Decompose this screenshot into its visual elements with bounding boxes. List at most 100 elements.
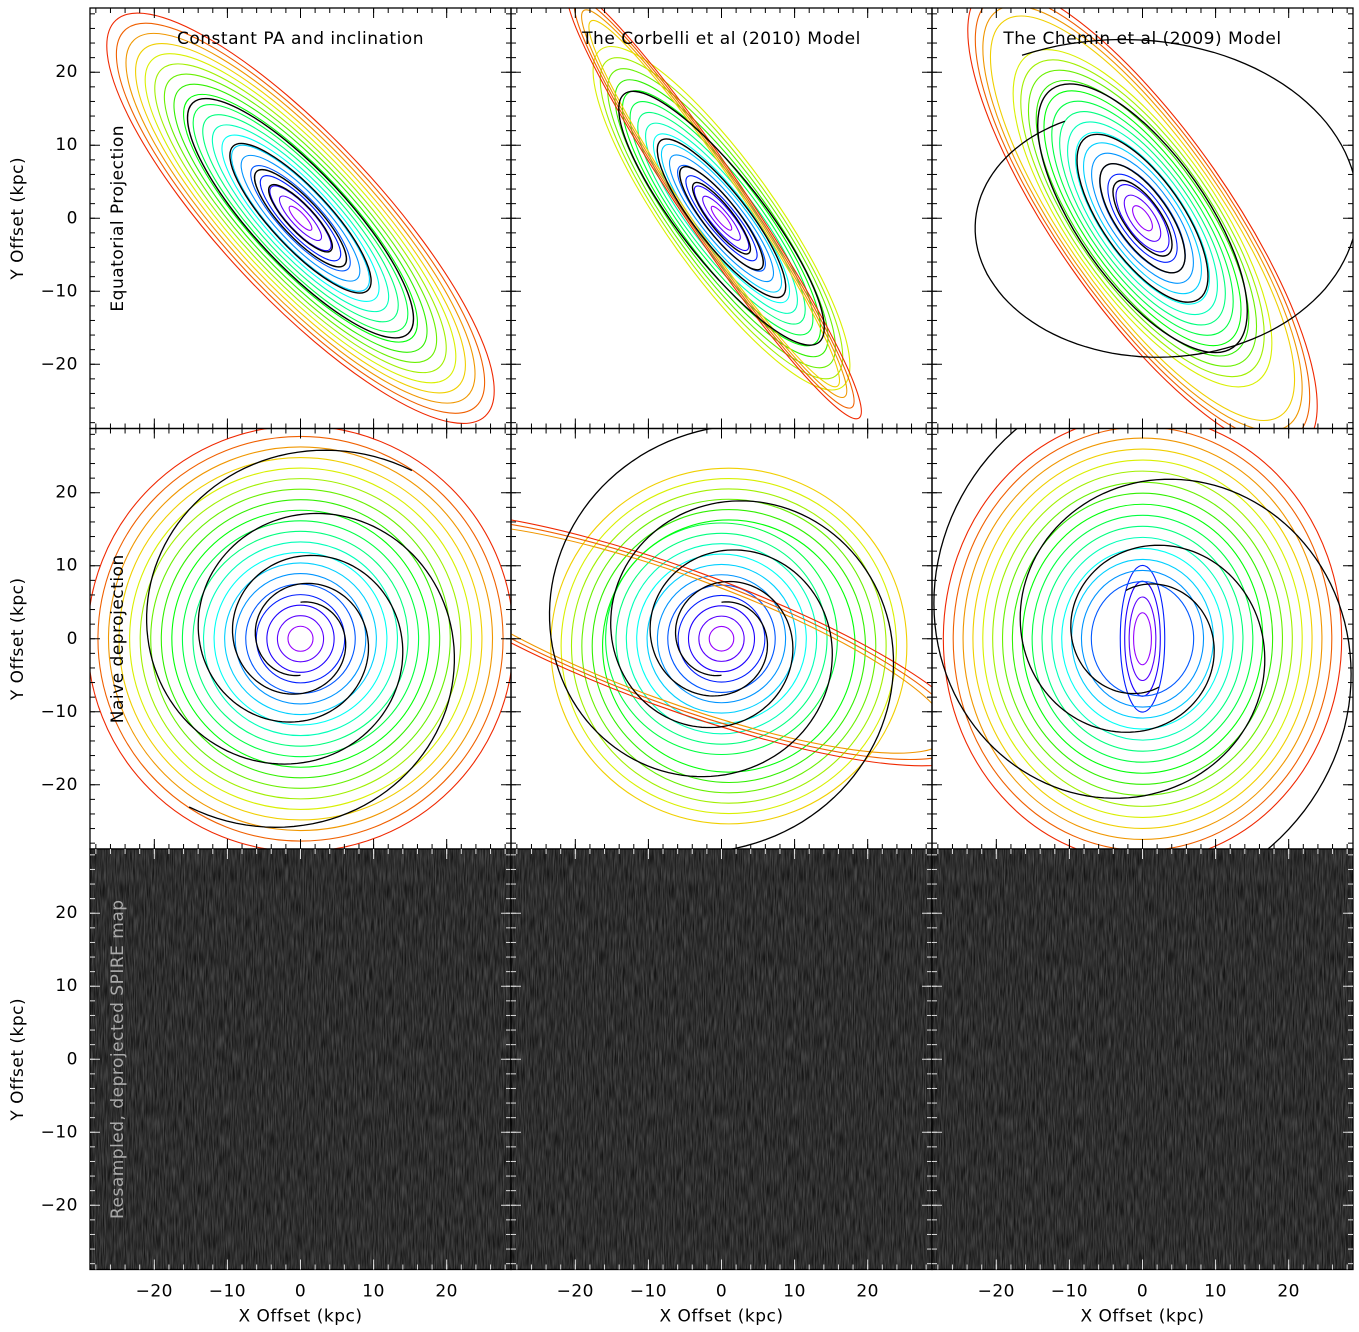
contour (912, 0, 1359, 496)
x-tick-label: 0 (295, 1282, 306, 1302)
contour (235, 574, 366, 704)
contour (178, 91, 423, 345)
y-tick-label: 0 (67, 629, 78, 649)
contour (543, 0, 885, 436)
y-tick-label: −10 (41, 281, 78, 301)
plot-area (87, 426, 513, 852)
contour (983, 460, 1302, 817)
contour (1053, 114, 1232, 322)
contour (988, 37, 1297, 399)
x-tick-label: −10 (209, 1282, 246, 1302)
contour (202, 116, 399, 320)
image-noise (932, 849, 1353, 1270)
contour (1072, 559, 1214, 718)
spiral-arm (550, 427, 833, 776)
contour (87, 426, 513, 852)
contour (130, 468, 472, 809)
panel (932, 849, 1353, 1270)
contour (582, 499, 876, 793)
contour (603, 520, 855, 772)
contour (1040, 99, 1244, 337)
plot-area (912, 0, 1359, 496)
y-tick-label: 20 (55, 62, 78, 82)
x-tick-label: 0 (1137, 1282, 1148, 1302)
contour (82, 0, 520, 445)
contour (571, 489, 886, 803)
y-axis-label: Y Offset (kpc) (8, 577, 28, 701)
contour (142, 54, 459, 383)
contour (161, 500, 439, 778)
contour (172, 510, 429, 767)
y-tick-label: 10 (55, 135, 78, 155)
contour (243, 158, 358, 278)
contour (568, 6, 860, 401)
panel-frame (89, 427, 512, 850)
y-tick-label: −10 (41, 702, 78, 722)
plot-area (543, 0, 886, 436)
panel (912, 0, 1359, 496)
panel-frame (931, 427, 1354, 850)
contour (551, 0, 876, 424)
contour (370, 473, 985, 804)
contour (699, 616, 744, 661)
contour (277, 616, 323, 662)
panel-frame (89, 7, 512, 430)
contour (1073, 138, 1213, 299)
contour (246, 584, 355, 693)
x-tick-label: 10 (783, 1282, 806, 1302)
y-tick-label: 20 (55, 483, 78, 503)
contour (118, 29, 484, 408)
panel (354, 427, 1001, 850)
x-tick-label: −20 (557, 1282, 594, 1302)
contour (999, 52, 1285, 384)
y-tick-label: 10 (55, 976, 78, 996)
x-axis-label: X Offset (kpc) (1080, 1307, 1204, 1327)
contour (1117, 189, 1167, 247)
spiral-arm (975, 40, 1358, 358)
panel-frame (931, 7, 1354, 430)
plot-area (898, 367, 1359, 911)
contour (687, 180, 755, 257)
panel (90, 849, 511, 1270)
contour (698, 192, 745, 244)
contour (551, 468, 907, 824)
contour (288, 626, 313, 651)
contour (677, 168, 767, 269)
contour (953, 427, 1332, 851)
contour (1022, 504, 1262, 773)
plot-area (354, 427, 1001, 850)
contour (214, 128, 387, 308)
y-axis-label: Y Offset (kpc) (8, 157, 28, 281)
contour (646, 131, 798, 305)
contour (154, 66, 447, 370)
x-tick-label: 0 (716, 1282, 727, 1302)
contour (226, 141, 375, 296)
y-tick-label: 0 (67, 1049, 78, 1069)
contour (1052, 537, 1233, 740)
contour (566, 31, 877, 406)
contour (595, 69, 847, 368)
contour (1120, 565, 1164, 712)
contour (586, 56, 858, 380)
contour (591, 68, 852, 368)
contour (656, 143, 787, 293)
contour (557, 18, 887, 419)
contour (212, 126, 389, 310)
contour (637, 554, 807, 723)
spiral-arm (189, 513, 454, 827)
contour (685, 176, 758, 260)
contour (119, 458, 482, 820)
y-tick-label: −20 (41, 354, 78, 374)
x-tick-label: 10 (362, 1282, 385, 1302)
x-tick-label: −10 (1051, 1282, 1088, 1302)
image-noise (90, 849, 511, 1270)
x-tick-label: −10 (630, 1282, 667, 1302)
panel-title: The Chemin et al (2009) Model (1002, 29, 1281, 49)
y-tick-label: 20 (55, 903, 78, 923)
contour (1012, 493, 1272, 784)
contour (1091, 582, 1193, 696)
contour (159, 71, 443, 365)
contour (668, 585, 775, 692)
contour (1030, 87, 1256, 350)
